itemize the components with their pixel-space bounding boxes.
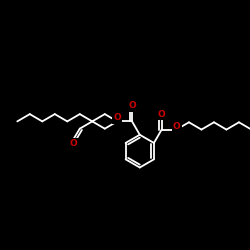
Text: O: O	[69, 139, 77, 148]
Text: O: O	[158, 110, 166, 118]
Text: O: O	[113, 114, 121, 122]
Text: O: O	[173, 122, 180, 131]
Text: O: O	[128, 102, 136, 110]
